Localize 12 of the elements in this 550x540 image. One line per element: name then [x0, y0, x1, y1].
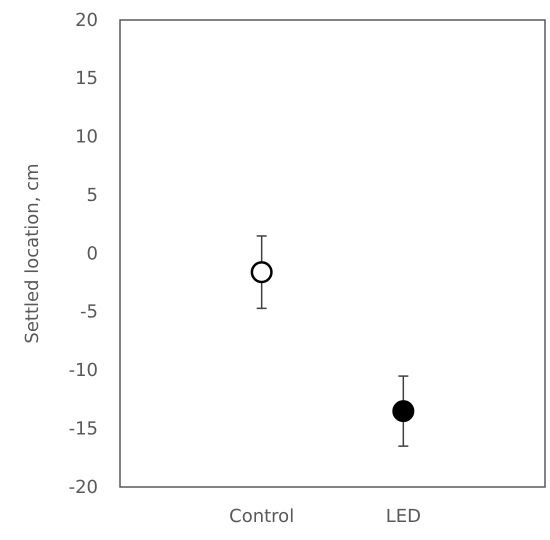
- y-tick-label: 10: [75, 126, 98, 148]
- x-tick-label: Control: [229, 506, 294, 527]
- y-tick-label: 5: [86, 184, 98, 206]
- y-tick-label: 0: [86, 243, 98, 264]
- y-tick-label: -15: [68, 418, 98, 440]
- y-tick-label: -10: [68, 360, 98, 382]
- y-tick-label: 15: [75, 68, 98, 90]
- y-tick-label: -5: [80, 302, 98, 323]
- y-tick-label: -20: [68, 476, 98, 498]
- y-tick-label: 20: [75, 10, 98, 31]
- x-tick-label: LED: [386, 506, 421, 527]
- y-axis-title: Settled location, cm: [22, 163, 43, 344]
